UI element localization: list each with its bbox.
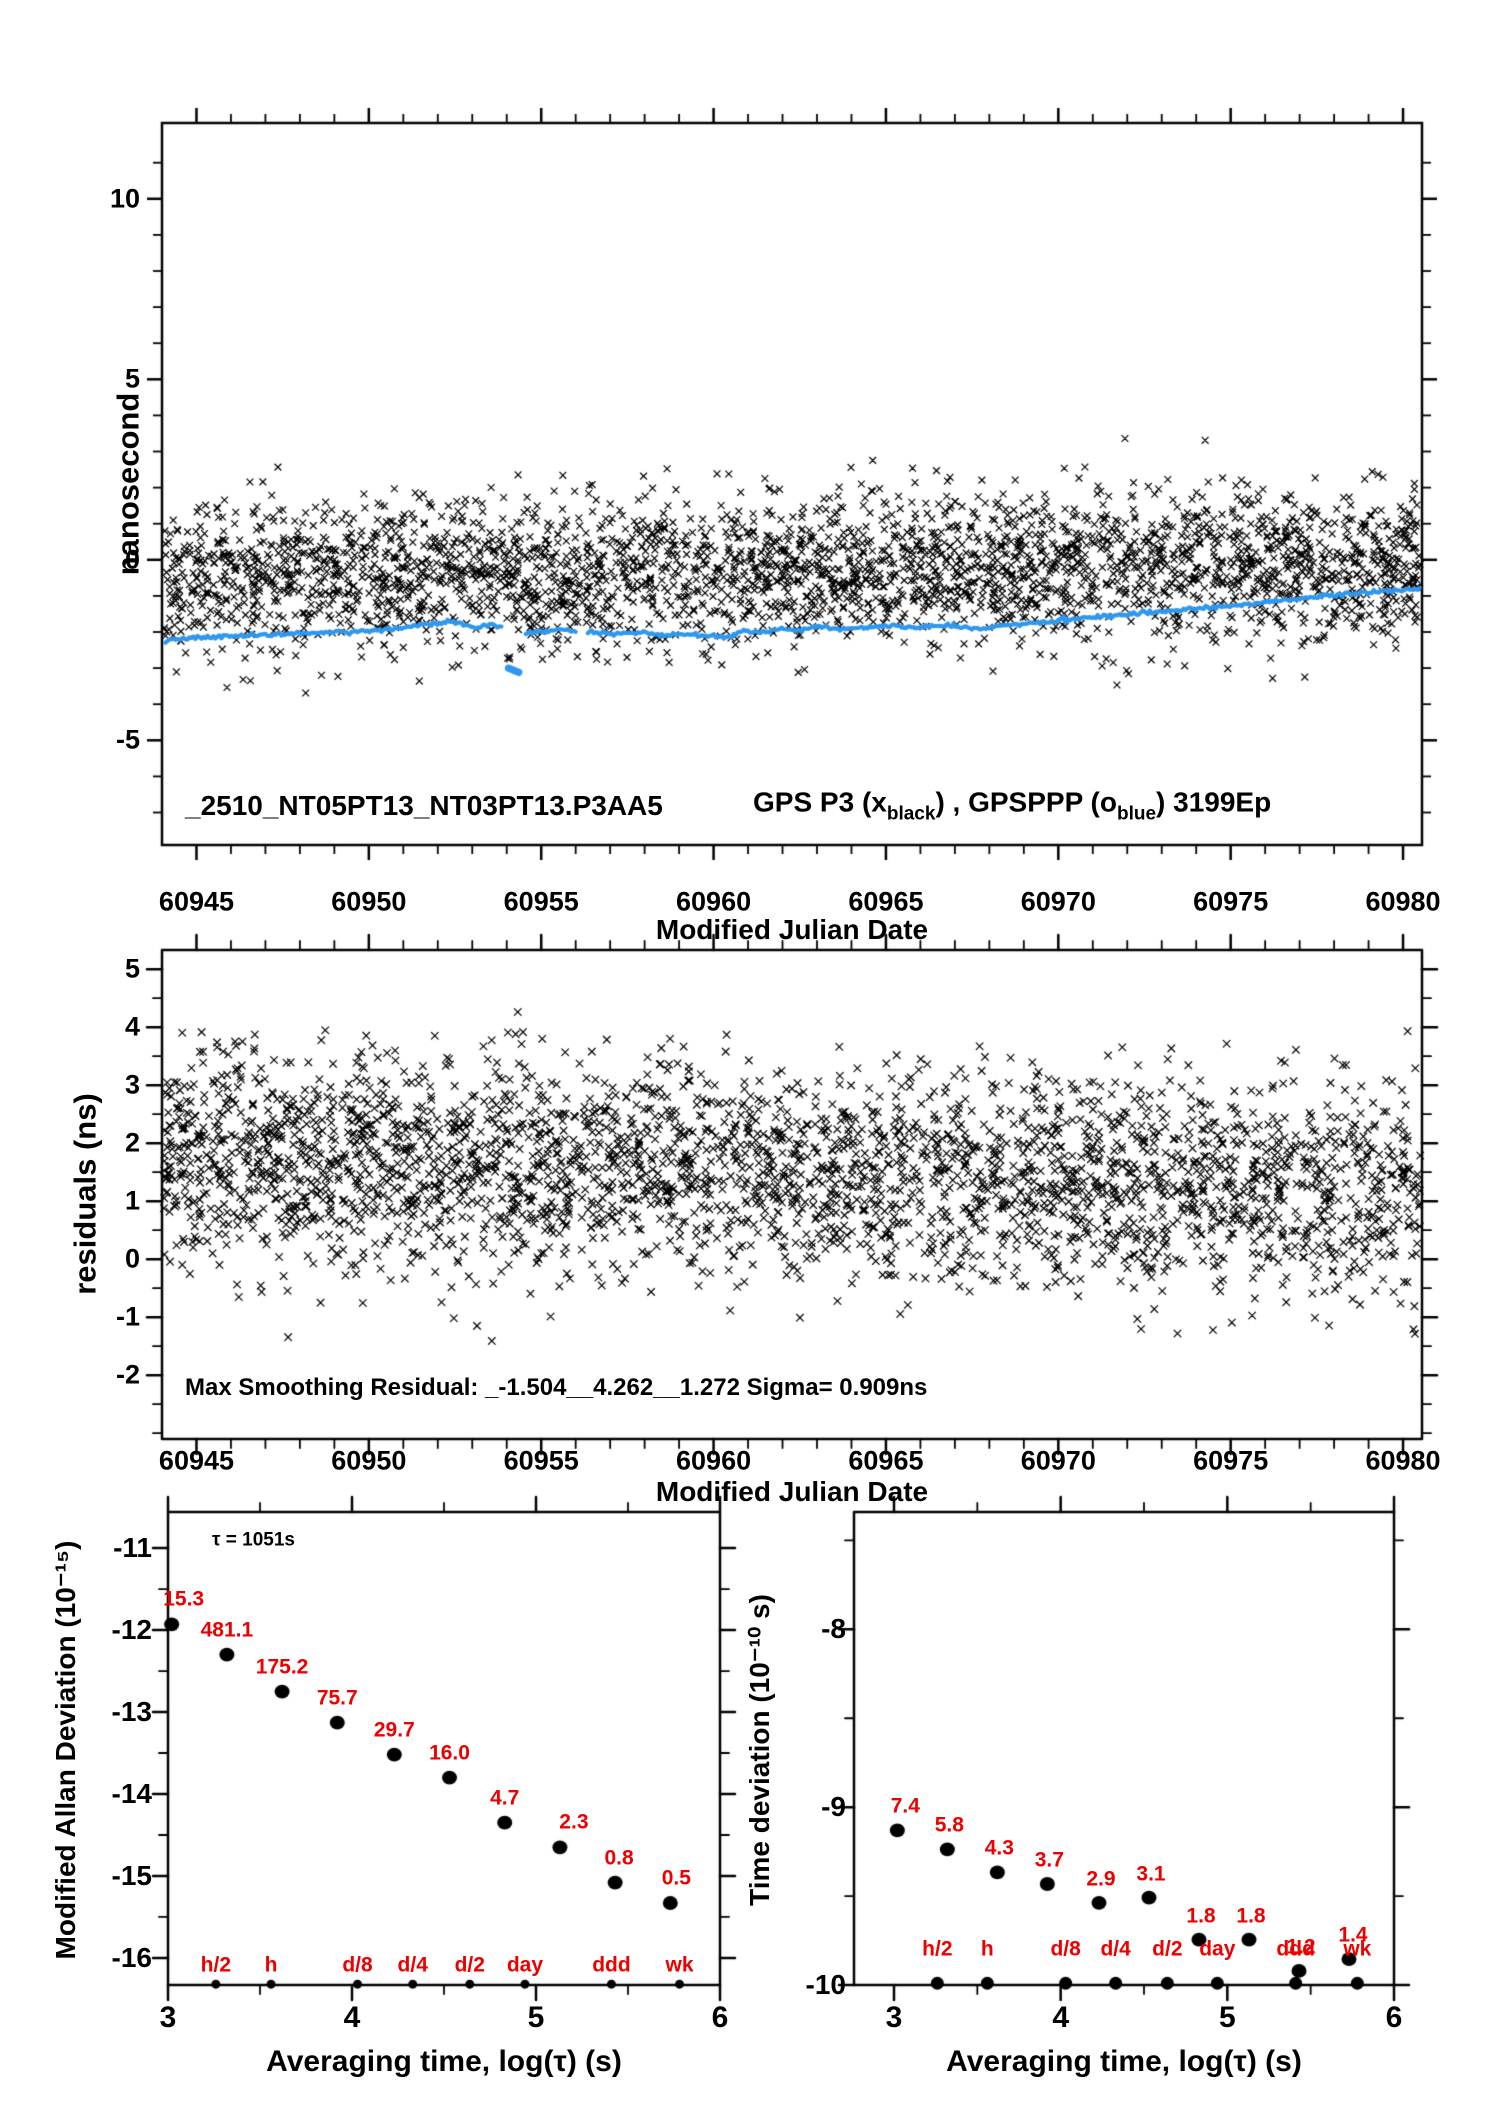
x-tick-label: 60955 (503, 1445, 579, 1476)
time-ref-label: ddd (592, 1953, 631, 1977)
x-tick-label: 4 (1052, 2001, 1069, 2034)
y-tick-label: -8 (821, 1613, 846, 1645)
point-value-label: 4.3 (984, 1836, 1014, 1860)
y-tick-label: -10 (805, 1969, 846, 2000)
x-tick-label: 6 (711, 2001, 729, 2034)
time-ref-label: wk (665, 1953, 694, 1977)
max-smoothing-residual-annotation: Max Smoothing Residual: _-1.504__4.262__… (185, 1374, 928, 1401)
y-tick-label: -2 (115, 1359, 140, 1390)
x-tick-label: 60945 (158, 1445, 235, 1476)
legend-text: ) , GPSPPP (o (935, 786, 1117, 818)
point-value-label: 15.3 (163, 1587, 205, 1611)
time-ref-label: wk (1343, 1937, 1372, 1961)
y-tick-label: -13 (111, 1696, 152, 1728)
legend-subscript-blue: blue (1116, 803, 1157, 825)
point-value-label: 0.5 (661, 1866, 691, 1890)
point-value-label: 2.3 (559, 1810, 589, 1834)
y-tick-label: -11 (113, 1532, 152, 1564)
time-ref-label: d/4 (1100, 1937, 1131, 1961)
y-tick-label: -12 (111, 1614, 152, 1646)
y-tick-label: -15 (111, 1859, 152, 1891)
point-value-label: 3.7 (1034, 1848, 1064, 1872)
time-ref-label: day (1199, 1937, 1236, 1961)
point-value-label: 1.8 (1186, 1904, 1216, 1928)
point-value-label: 481.1 (200, 1618, 254, 1642)
point-value-label: 175.2 (255, 1655, 309, 1679)
y-tick-label: 5 (124, 363, 140, 394)
tdev-y-axis-title: Time deviation (10⁻¹⁰ s) (744, 1594, 775, 1906)
x-tick-label: 5 (527, 2001, 545, 2034)
dataset-id-label: _2510_NT05PT13_NT03PT13.P3AA5 (185, 790, 663, 821)
time-ref-label: day (506, 1953, 544, 1977)
point-value-label: 1.8 (1236, 1904, 1266, 1928)
x-tick-label: 5 (1218, 2001, 1236, 2034)
middle-panel-x-axis-title: Modified Julian Date (655, 1476, 929, 1507)
series-legend: GPS P3 (xblack) , GPSPPP (oblue) 3199Ep (753, 786, 1272, 825)
point-value-label: 5.8 (934, 1813, 964, 1837)
y-tick-label: 4 (124, 1011, 140, 1042)
point-value-label: 1.4 (1338, 1923, 1368, 1947)
point-value-label: 2.9 (1086, 1867, 1116, 1891)
time-ref-label: d/8 (342, 1953, 373, 1977)
top-panel-x-axis-title: Modified Julian Date (655, 914, 929, 945)
time-ref-label: d/2 (454, 1953, 485, 1977)
x-tick-label: 3 (159, 2001, 177, 2034)
y-tick-label: 3 (124, 1069, 140, 1100)
y-tick-label: 0 (124, 1243, 140, 1274)
point-value-label: 7.4 (890, 1794, 920, 1818)
tdev-x-axis-title: Averaging time, log(τ) (s) (946, 2045, 1302, 2078)
time-ref-label: d/2 (1152, 1937, 1183, 1961)
y-tick-label: -9 (821, 1791, 846, 1823)
legend-text: ) 3199Ep (1156, 786, 1272, 818)
point-value-label: 0.8 (604, 1846, 634, 1870)
legend-text: GPS P3 (x (753, 786, 887, 818)
x-tick-label: 60950 (331, 1445, 407, 1476)
time-ref-label: h/2 (922, 1937, 953, 1961)
point-value-label: 3.1 (1136, 1862, 1166, 1886)
time-ref-label: d/8 (1050, 1937, 1081, 1961)
time-ref-label: h/2 (200, 1953, 231, 1977)
time-ref-label: h (264, 1953, 278, 1977)
y-tick-label: 5 (124, 953, 140, 984)
x-tick-label: 4 (343, 2001, 361, 2034)
y-tick-label: -14 (111, 1777, 152, 1809)
y-tick-label: -5 (115, 724, 140, 755)
x-tick-label: 60965 (848, 886, 924, 917)
x-tick-label: 3 (885, 2001, 903, 2034)
point-value-label: 75.7 (316, 1686, 358, 1710)
point-value-label: 1.2 (1286, 1935, 1316, 1959)
x-tick-label: 60980 (1365, 886, 1441, 917)
time-ref-label: ddd (1276, 1937, 1315, 1961)
x-tick-label: 60950 (331, 886, 407, 917)
y-tick-label: 1 (124, 1185, 140, 1216)
time-ref-label: d/4 (397, 1953, 428, 1977)
middle-panel-y-axis-title: residuals (ns) (67, 1093, 103, 1295)
x-tick-label: 60955 (503, 886, 579, 917)
y-tick-label: 0 (124, 544, 140, 575)
x-tick-label: 60970 (1020, 886, 1096, 917)
y-tick-label: -1 (115, 1301, 140, 1332)
x-tick-label: 60965 (848, 1445, 924, 1476)
mdev-x-axis-title: Averaging time, log(τ) (s) (266, 2045, 622, 2078)
legend-subscript-black: black (886, 803, 936, 825)
x-tick-label: 60980 (1365, 1445, 1441, 1476)
x-tick-label: 60945 (158, 886, 235, 917)
x-tick-label: 60975 (1193, 886, 1269, 917)
y-tick-label: 10 (109, 183, 140, 214)
y-tick-label: -16 (111, 1941, 152, 1973)
x-tick-label: 60960 (676, 1445, 752, 1476)
x-tick-label: 60975 (1193, 1445, 1269, 1476)
y-tick-label: 2 (124, 1127, 140, 1158)
point-value-label: 16.0 (429, 1741, 470, 1765)
tau-note: τ = 1051s (212, 1529, 295, 1551)
time-ref-label: h (980, 1937, 994, 1961)
x-tick-label: 60960 (676, 886, 752, 917)
x-tick-label: 6 (1385, 2001, 1403, 2034)
point-value-label: 4.7 (490, 1786, 520, 1810)
mdev-y-axis-title: Modified Allan Deviation (10⁻¹⁵) (50, 1540, 81, 1960)
x-tick-label: 60970 (1020, 1445, 1096, 1476)
point-value-label: 29.7 (373, 1718, 415, 1742)
